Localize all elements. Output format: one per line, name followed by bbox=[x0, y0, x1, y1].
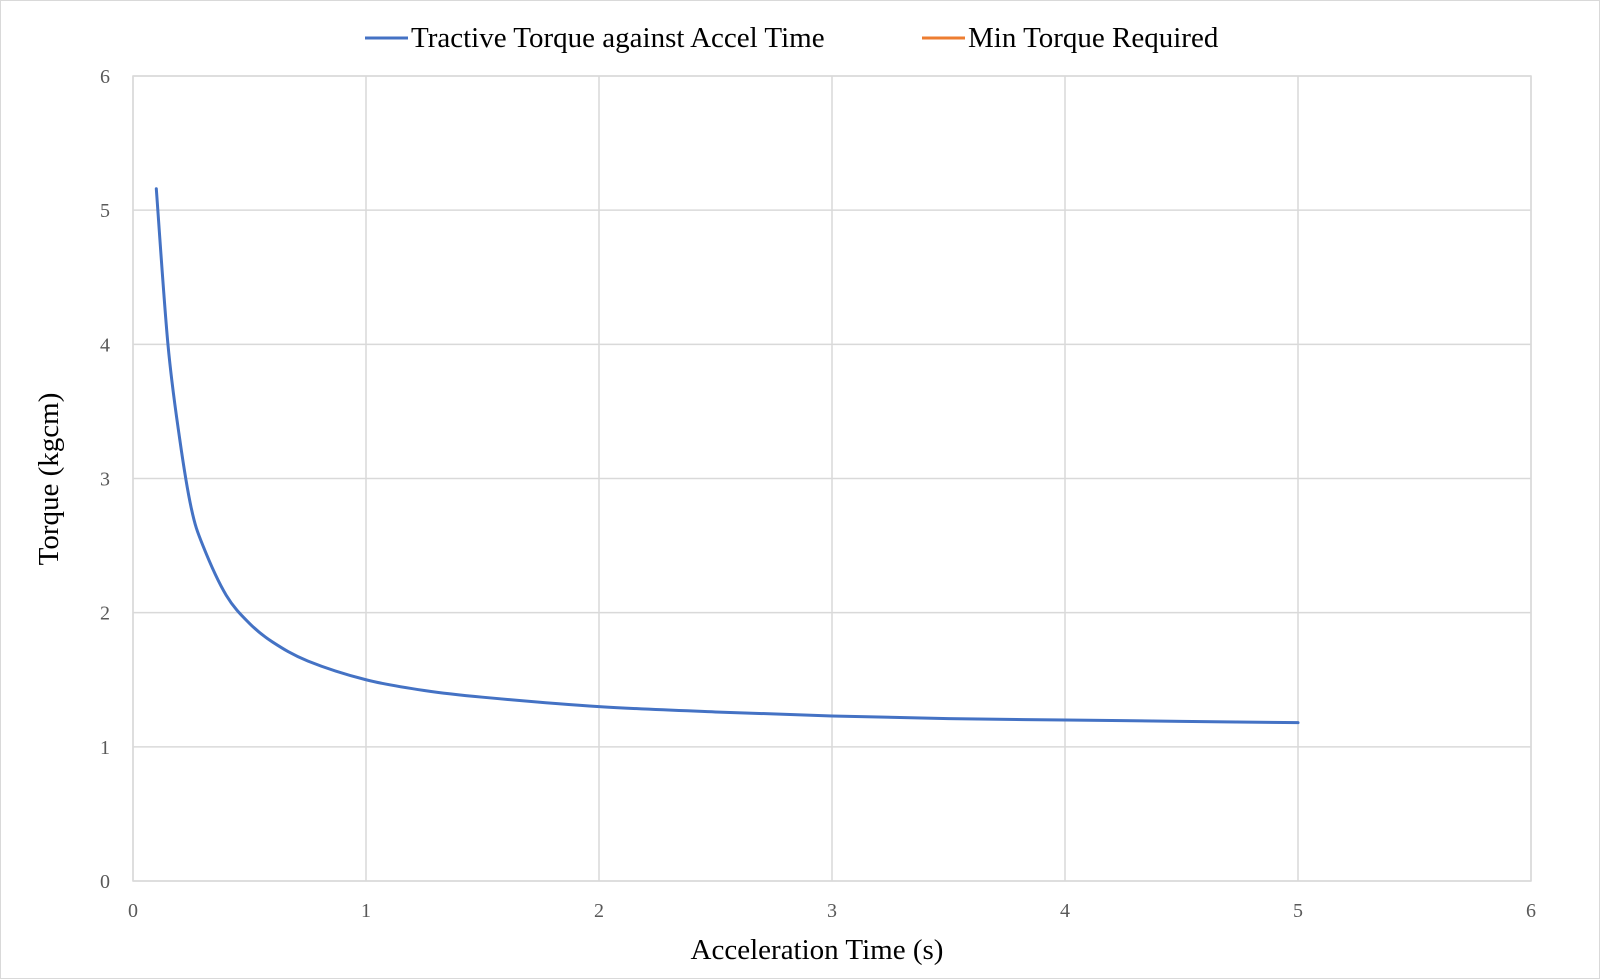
series-layer bbox=[154, 187, 1300, 725]
y-tick-label-3: 3 bbox=[100, 469, 110, 491]
legend: Tractive Torque against Accel Time Min T… bbox=[365, 22, 1219, 54]
x-tick-label-0: 0 bbox=[128, 900, 138, 922]
plot-area-border bbox=[132, 75, 1532, 882]
gridlines bbox=[132, 75, 1532, 882]
x-tick-label-5: 5 bbox=[1293, 900, 1303, 922]
y-tick-label-0: 0 bbox=[100, 871, 110, 893]
y-tick-label-6: 6 bbox=[100, 66, 110, 88]
x-tick-label-6: 6 bbox=[1526, 900, 1536, 922]
series-line-0 bbox=[154, 187, 1300, 725]
x-axis-title: Acceleration Time (s) bbox=[691, 934, 944, 966]
x-tick-label-4: 4 bbox=[1060, 900, 1070, 922]
legend-label-min-torque: Min Torque Required bbox=[968, 22, 1219, 54]
y-tick-label-5: 5 bbox=[100, 200, 110, 222]
x-tick-label-2: 2 bbox=[594, 900, 604, 922]
plot-area-outline bbox=[132, 75, 1532, 882]
y-tick-label-2: 2 bbox=[100, 603, 110, 625]
tick-labels: 0 1 2 3 4 5 6 0 1 2 3 4 5 6 bbox=[100, 66, 1536, 922]
y-axis-title: Torque (kgcm) bbox=[33, 393, 65, 566]
y-tick-label-1: 1 bbox=[100, 737, 110, 759]
y-tick-label-4: 4 bbox=[100, 334, 110, 356]
x-tick-label-3: 3 bbox=[827, 900, 837, 922]
x-tick-label-1: 1 bbox=[361, 900, 371, 922]
legend-label-tractive-torque: Tractive Torque against Accel Time bbox=[411, 22, 825, 54]
